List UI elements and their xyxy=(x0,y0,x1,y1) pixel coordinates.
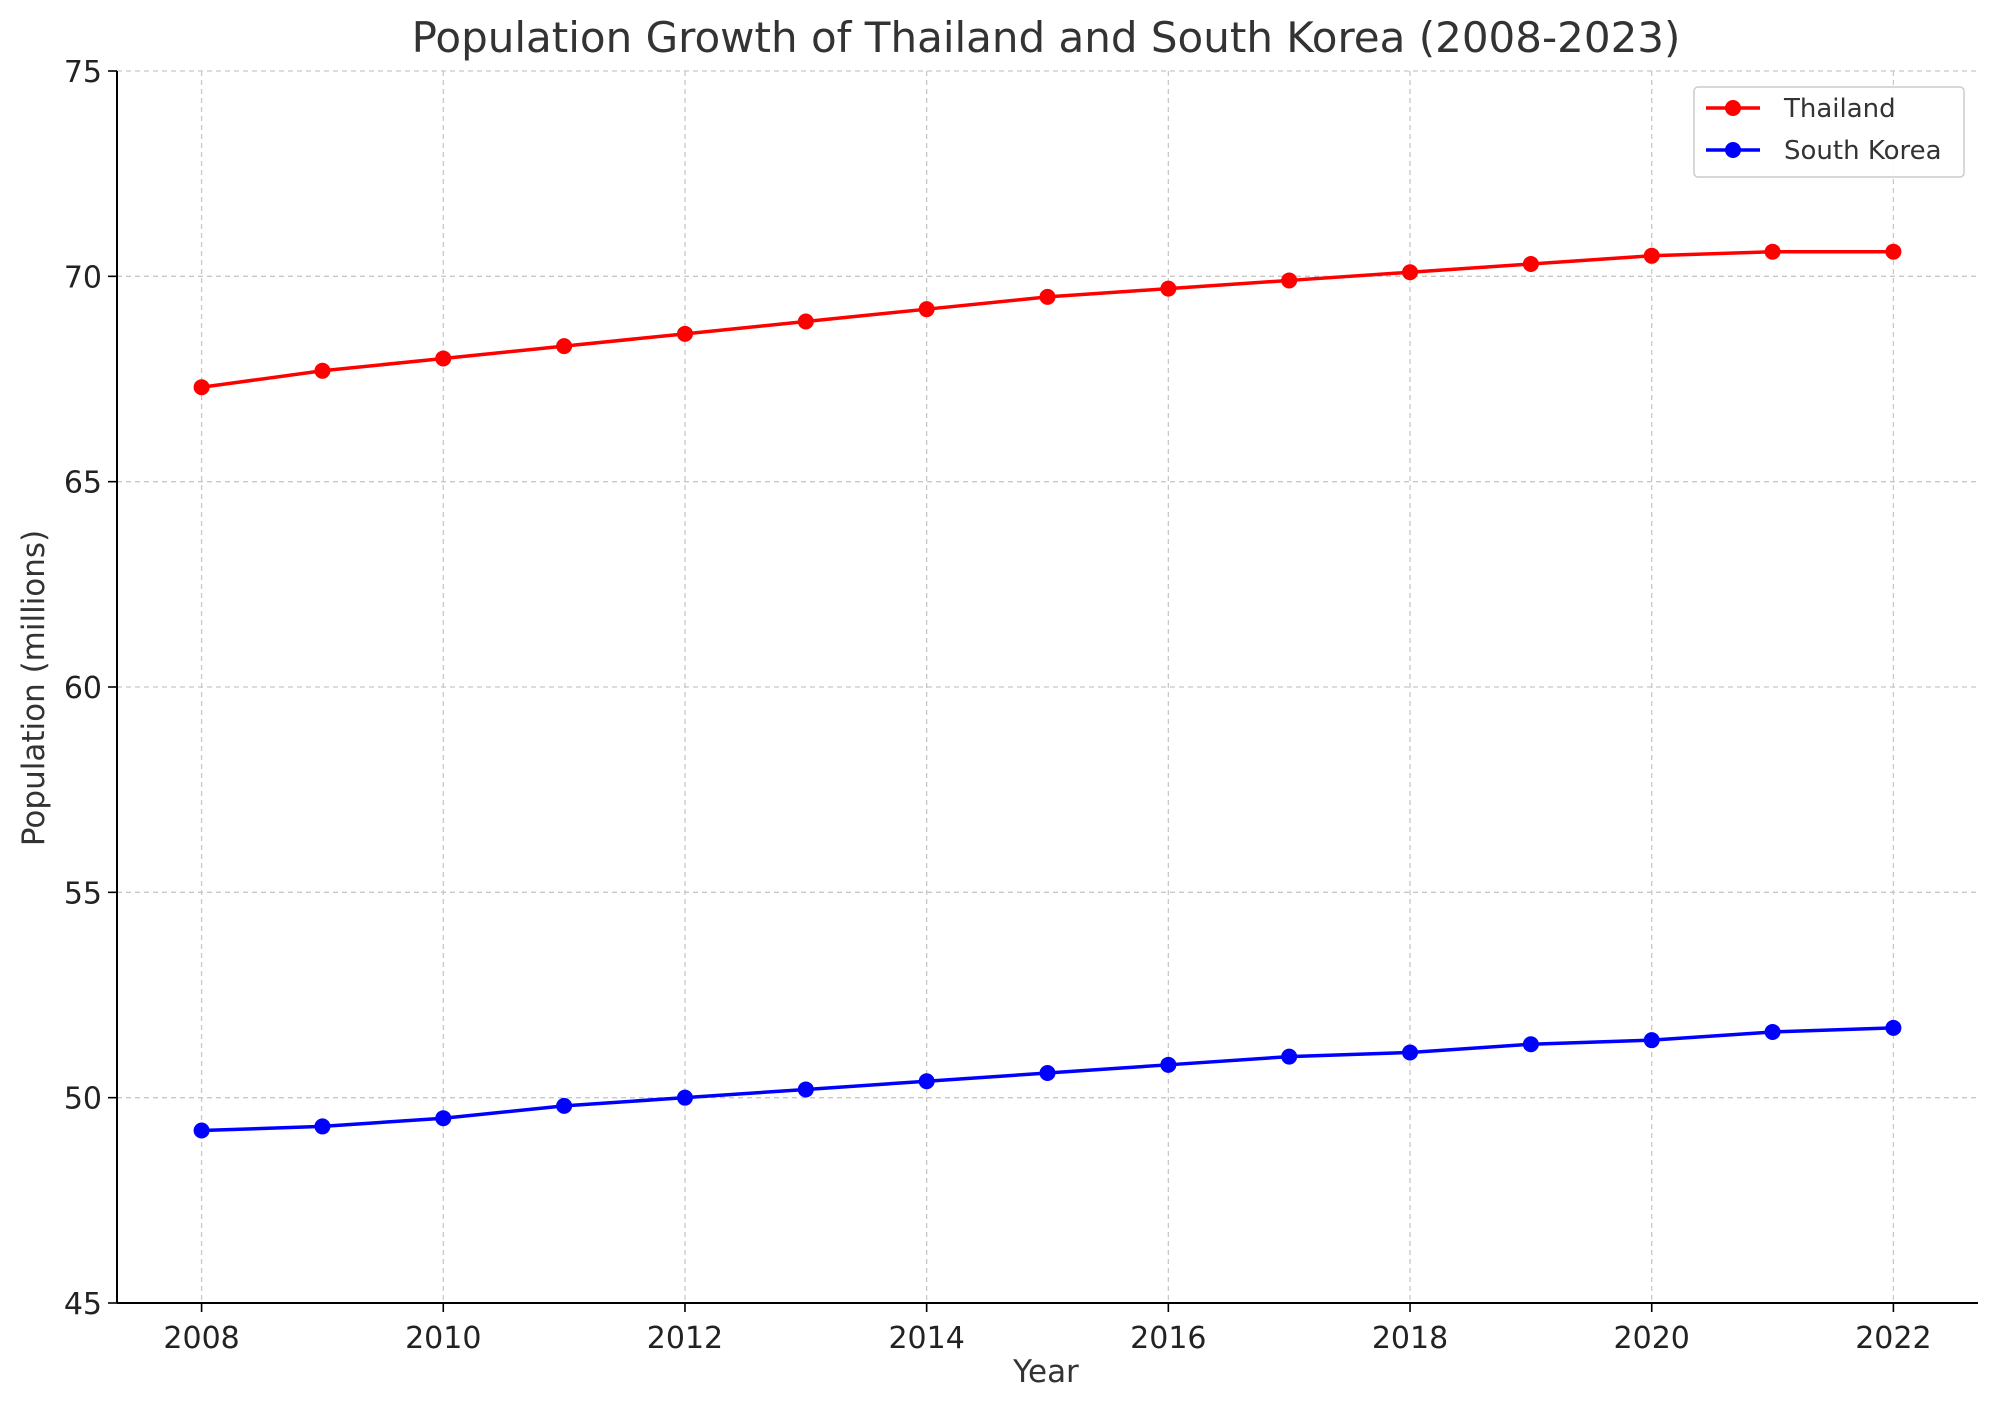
legend-label-thailand: Thailand xyxy=(1783,94,1896,124)
data-point-thailand xyxy=(1039,288,1056,305)
tick-labels: 2008 2010 2012 2014 2016 2018 2020 2022 45 50 55 60… xyxy=(64,55,1932,1356)
axes xyxy=(108,70,1978,1312)
legend-marker-south-korea xyxy=(1725,142,1741,158)
y-tick-label: 75 xyxy=(64,55,102,90)
y-tick-label: 45 xyxy=(64,1287,102,1322)
data-point-thailand xyxy=(314,362,331,379)
y-tick-label: 55 xyxy=(64,876,102,911)
data-point-south-korea xyxy=(314,1118,331,1135)
data-point-south-korea xyxy=(435,1110,452,1127)
legend-marker-thailand xyxy=(1725,100,1741,116)
legend: Thailand South Korea xyxy=(1693,86,1965,178)
y-tick-label: 65 xyxy=(64,466,102,501)
data-point-thailand xyxy=(1402,264,1419,281)
data-point-south-korea xyxy=(1885,1019,1902,1036)
legend-label-south-korea: South Korea xyxy=(1784,136,1942,166)
data-point-thailand xyxy=(193,379,210,396)
x-tick-label: 2012 xyxy=(647,1321,723,1356)
data-point-thailand xyxy=(918,301,935,318)
y-tick-label: 60 xyxy=(64,671,102,706)
data-point-thailand xyxy=(1643,247,1660,264)
data-point-thailand xyxy=(1160,280,1177,297)
data-point-thailand xyxy=(1281,272,1298,289)
y-tick-label: 50 xyxy=(64,1082,102,1117)
data-point-south-korea xyxy=(1402,1044,1419,1061)
y-axis-title: Population (millions) xyxy=(16,530,52,846)
data-point-south-korea xyxy=(797,1081,814,1098)
x-axis-title: Year xyxy=(1012,1354,1079,1390)
x-tick-label: 2020 xyxy=(1614,1321,1690,1356)
data-point-thailand xyxy=(1885,243,1902,260)
x-tick-label: 2016 xyxy=(1130,1321,1206,1356)
data-point-thailand xyxy=(797,313,814,330)
y-tick-label: 70 xyxy=(64,260,102,295)
data-point-south-korea xyxy=(1281,1048,1298,1065)
data-point-south-korea xyxy=(1764,1023,1781,1040)
data-point-south-korea xyxy=(1643,1032,1660,1049)
x-tick-label: 2010 xyxy=(405,1321,481,1356)
series-layer xyxy=(193,243,1902,1139)
chart-title: Population Growth of Thailand and South … xyxy=(412,13,1681,62)
x-tick-label: 2022 xyxy=(1855,1321,1931,1356)
x-tick-label: 2008 xyxy=(163,1321,239,1356)
data-point-thailand xyxy=(1522,256,1539,273)
data-point-south-korea xyxy=(918,1073,935,1090)
data-point-south-korea xyxy=(1522,1036,1539,1053)
data-point-thailand xyxy=(556,338,573,355)
data-point-thailand xyxy=(676,325,693,342)
data-point-south-korea xyxy=(193,1122,210,1139)
data-point-thailand xyxy=(435,350,452,367)
x-tick-label: 2018 xyxy=(1372,1321,1448,1356)
legend-box xyxy=(1693,86,1965,178)
x-tick-label: 2014 xyxy=(888,1321,964,1356)
data-point-south-korea xyxy=(1039,1065,1056,1082)
data-point-south-korea xyxy=(556,1097,573,1114)
data-point-south-korea xyxy=(676,1089,693,1106)
data-point-thailand xyxy=(1764,243,1781,260)
data-point-south-korea xyxy=(1160,1056,1177,1073)
